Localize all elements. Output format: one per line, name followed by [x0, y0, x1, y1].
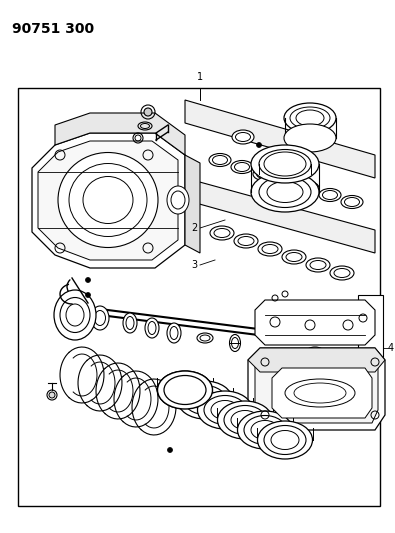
Ellipse shape: [253, 167, 275, 181]
Polygon shape: [272, 368, 372, 418]
Ellipse shape: [209, 154, 231, 166]
Ellipse shape: [251, 172, 319, 212]
Ellipse shape: [284, 103, 336, 133]
Circle shape: [167, 448, 173, 453]
Ellipse shape: [275, 174, 297, 188]
Text: 1: 1: [197, 72, 203, 82]
Circle shape: [256, 142, 261, 148]
Ellipse shape: [167, 186, 189, 214]
Ellipse shape: [319, 189, 341, 201]
Ellipse shape: [58, 152, 158, 247]
Ellipse shape: [158, 371, 213, 409]
Circle shape: [85, 278, 90, 282]
Ellipse shape: [145, 318, 159, 338]
Polygon shape: [185, 100, 375, 178]
Circle shape: [85, 293, 90, 297]
Ellipse shape: [198, 391, 252, 429]
Text: 90751 300: 90751 300: [12, 22, 94, 36]
Bar: [18, 88, 380, 506]
Ellipse shape: [297, 182, 319, 195]
Text: 2: 2: [191, 223, 197, 233]
Circle shape: [49, 392, 55, 398]
Polygon shape: [255, 352, 378, 423]
Ellipse shape: [54, 290, 96, 340]
Ellipse shape: [232, 130, 254, 144]
Ellipse shape: [231, 160, 253, 174]
Ellipse shape: [258, 242, 282, 256]
Ellipse shape: [258, 421, 312, 459]
Ellipse shape: [306, 347, 324, 357]
Text: 3: 3: [191, 260, 197, 270]
Ellipse shape: [282, 250, 306, 264]
Polygon shape: [38, 141, 178, 260]
Ellipse shape: [306, 258, 330, 272]
Polygon shape: [248, 348, 385, 372]
Ellipse shape: [284, 124, 336, 152]
Polygon shape: [185, 178, 375, 253]
Ellipse shape: [158, 371, 213, 409]
Text: 4: 4: [388, 343, 394, 353]
Ellipse shape: [123, 313, 137, 333]
Circle shape: [144, 108, 152, 116]
Ellipse shape: [237, 411, 293, 449]
Ellipse shape: [229, 335, 241, 351]
Polygon shape: [255, 300, 375, 345]
Polygon shape: [32, 133, 185, 268]
Ellipse shape: [167, 323, 181, 343]
Ellipse shape: [91, 306, 109, 330]
Polygon shape: [55, 113, 185, 155]
Ellipse shape: [218, 401, 273, 439]
Ellipse shape: [234, 234, 258, 248]
Bar: [358, 295, 383, 375]
Ellipse shape: [210, 226, 234, 240]
Polygon shape: [248, 348, 385, 430]
Polygon shape: [185, 155, 200, 253]
Ellipse shape: [330, 266, 354, 280]
Ellipse shape: [251, 145, 319, 183]
Ellipse shape: [177, 381, 233, 419]
Ellipse shape: [197, 333, 213, 343]
Ellipse shape: [341, 196, 363, 208]
